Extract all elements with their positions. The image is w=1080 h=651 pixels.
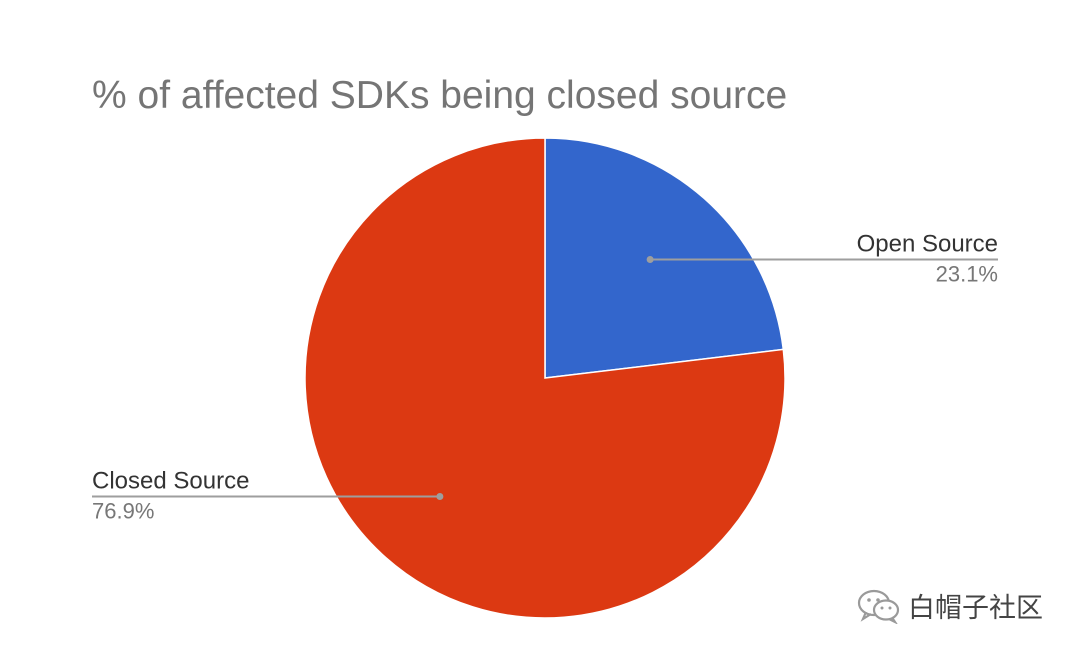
pie-slice-open-source [544,137,785,379]
wechat-icon [857,589,900,624]
slice-label: Open Source [857,231,998,258]
leader-dot [436,492,444,500]
slice-value-label: 76.9% [92,498,154,523]
leader-dot [646,256,654,264]
watermark: 白帽子社区 [856,586,1043,625]
slice-labels: Open Source 23.1% Closed Source 76.9% [92,231,998,523]
pie-slices [304,137,786,619]
slice-value-label: 23.1% [936,262,998,287]
pie-slice-closed-source [304,137,786,619]
chart-title: % of affected SDKs being closed source [92,74,788,117]
watermark-text: 白帽子社区 [908,593,1043,624]
slice-label: Closed Source [92,467,249,494]
